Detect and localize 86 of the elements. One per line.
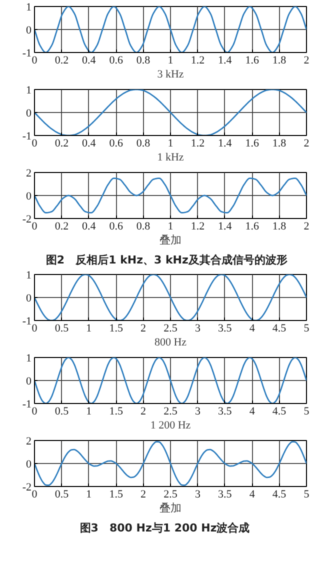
x-tick-label: 3.5 [218, 488, 232, 500]
y-tick-label: 0 [26, 190, 32, 202]
x-tick-label: 1 [168, 220, 174, 232]
x-tick-label: 1.5 [109, 488, 124, 500]
x-tick-label: 0.8 [136, 138, 151, 150]
x-tick-label: 1.4 [218, 220, 232, 232]
x-tick-label: 0.2 [54, 54, 69, 66]
x-axis-title: 叠加 [160, 234, 182, 246]
x-axis-title: 1 kHz [157, 152, 184, 164]
y-tick-label: 1 [26, 2, 32, 14]
x-tick-label: 0.2 [54, 220, 69, 232]
x-tick-label: 5 [304, 488, 310, 500]
x-axis-title: 叠加 [160, 502, 182, 514]
x-tick-label: 0.6 [109, 54, 124, 66]
x-tick-label: 0.4 [82, 220, 96, 232]
x-tick-label: 2.5 [164, 322, 178, 334]
y-tick-label: 0 [26, 24, 32, 36]
x-tick-label: 3 [194, 406, 201, 418]
x-tick-label: 4.5 [272, 406, 287, 418]
y-tick-label: 1 [26, 84, 32, 96]
x-tick-label: 1.6 [245, 54, 260, 66]
x-tick-label: 2 [140, 322, 146, 334]
x-tick-label: 0.6 [109, 138, 124, 150]
x-tick-label: 4 [249, 406, 256, 418]
x-tick-label: 2 [304, 220, 310, 232]
x-tick-label: 0.8 [136, 220, 151, 232]
x-tick-label: 1 [86, 322, 92, 334]
x-tick-label: 3 [194, 322, 201, 334]
x-axis-title: 800 Hz [154, 336, 187, 348]
x-tick-label: 1 [168, 54, 174, 66]
x-tick-label: 2.5 [164, 406, 178, 418]
y-tick-label: 0 [26, 292, 32, 304]
x-tick-label: 5 [304, 322, 310, 334]
x-tick-label: 4.5 [272, 488, 287, 500]
x-tick-label: 3.5 [218, 406, 232, 418]
caption: 图3 800 Hz与1 200 Hz波合成 [80, 522, 250, 534]
x-tick-label: 0.5 [54, 322, 70, 334]
x-tick-label: 2 [304, 138, 310, 150]
y-tick-label: -1 [22, 316, 32, 328]
y-tick-label: 1 [26, 270, 32, 282]
x-tick-label: 1.4 [218, 54, 232, 66]
x-tick-label: 0.6 [109, 220, 124, 232]
x-tick-label: 1.2 [190, 220, 205, 232]
x-tick-label: 1.8 [272, 138, 287, 150]
x-tick-label: 1.2 [190, 54, 205, 66]
y-tick-label: 0 [26, 376, 32, 388]
y-tick-label: -1 [22, 398, 32, 410]
y-tick-label: -1 [22, 48, 32, 60]
y-tick-label: 1 [26, 352, 32, 364]
x-tick-label: 1.5 [109, 322, 124, 334]
x-tick-label: 5 [304, 406, 310, 418]
x-tick-label: 1 [86, 488, 92, 500]
x-tick-label: 1.5 [109, 406, 124, 418]
y-tick-label: -2 [22, 482, 32, 494]
x-tick-label: 4 [249, 322, 256, 334]
x-tick-label: 0.2 [54, 138, 69, 150]
x-tick-label: 0.5 [54, 488, 70, 500]
x-tick-label: 4 [249, 488, 256, 500]
x-tick-label: 1.8 [272, 220, 287, 232]
y-tick-label: 2 [26, 168, 32, 180]
x-tick-label: 0.4 [82, 54, 96, 66]
x-tick-label: 2 [140, 488, 146, 500]
y-tick-label: 2 [26, 436, 32, 448]
x-tick-label: 0.5 [54, 406, 70, 418]
x-tick-label: 4.5 [272, 322, 287, 334]
y-tick-label: -1 [22, 130, 32, 142]
x-tick-label: 1.6 [245, 138, 260, 150]
x-tick-label: 1 [86, 406, 92, 418]
x-axis-title: 3 kHz [157, 68, 184, 80]
x-tick-label: 0.4 [82, 138, 96, 150]
y-tick-label: 0 [26, 458, 32, 470]
x-tick-label: 3 [194, 488, 201, 500]
x-tick-label: 2 [140, 406, 146, 418]
y-tick-label: 0 [26, 108, 32, 120]
x-axis-title: 1 200 Hz [150, 420, 191, 432]
x-tick-label: 2 [304, 54, 310, 66]
x-tick-label: 1.8 [272, 54, 287, 66]
x-tick-label: 1 [168, 138, 174, 150]
x-tick-label: 1.2 [190, 138, 205, 150]
caption: 图2 反相后1 kHz、3 kHz及其合成信号的波形 [46, 254, 288, 266]
y-tick-label: -2 [22, 214, 32, 226]
x-tick-label: 2.5 [164, 488, 178, 500]
x-tick-label: 0.8 [136, 54, 151, 66]
x-tick-label: 1.6 [245, 220, 260, 232]
x-tick-label: 3.5 [218, 322, 232, 334]
x-tick-label: 1.4 [218, 138, 232, 150]
